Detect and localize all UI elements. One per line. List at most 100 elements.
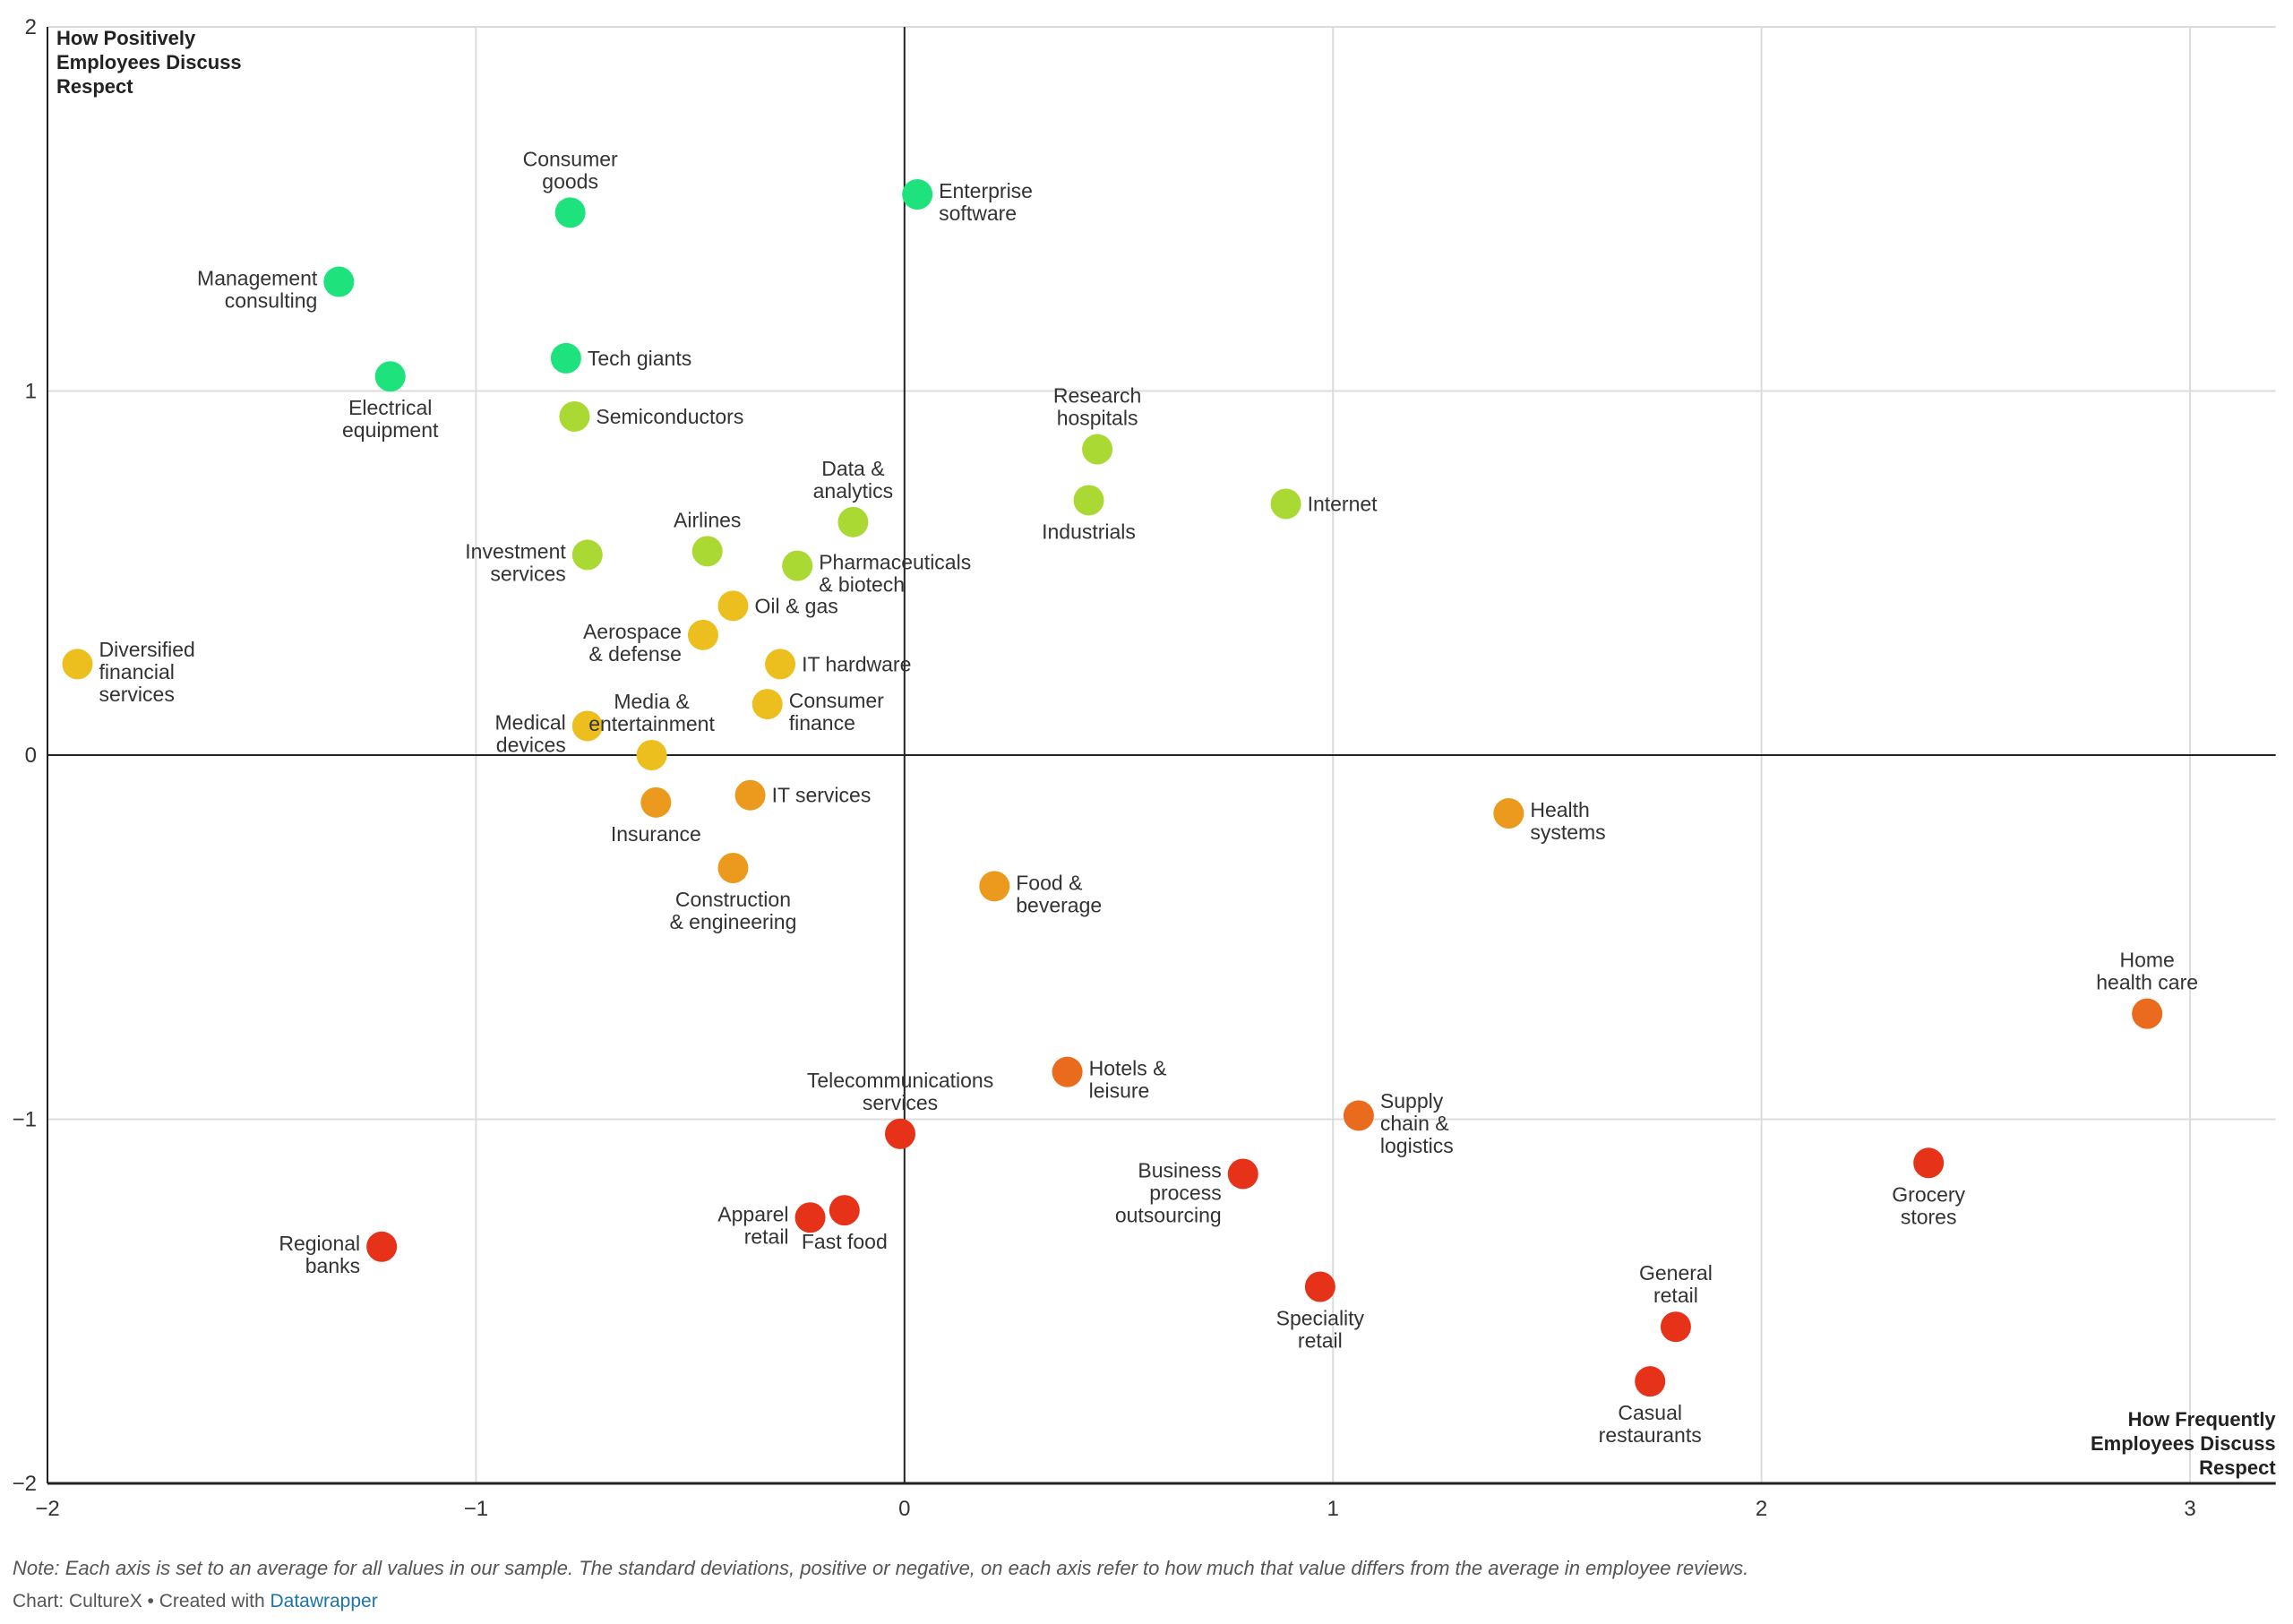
y-axis-title-line: How Positively	[56, 27, 196, 49]
data-point	[782, 550, 813, 581]
point-label-line: process	[1149, 1181, 1222, 1204]
point-label: Semiconductors	[596, 405, 743, 428]
point-label-line: restaurants	[1599, 1423, 1702, 1447]
point-label: Enterprise software	[939, 179, 1033, 225]
point-label: Construction & engineering	[669, 888, 796, 933]
data-point	[550, 342, 581, 374]
data-point	[1270, 488, 1301, 520]
data-point	[1913, 1147, 1945, 1179]
point-label-line: Oil & gas	[754, 594, 837, 617]
datawrapper-link[interactable]: Datawrapper	[270, 1591, 378, 1611]
point-label-line: Research	[1053, 384, 1141, 408]
point-label: Aerospace & defense	[583, 620, 682, 666]
point-label-line: financial	[99, 660, 174, 683]
point-label-line: Management	[197, 267, 318, 290]
point-label-line: Pharmaceuticals	[819, 551, 971, 574]
point-label: Internet	[1308, 493, 1378, 516]
point-label-line: Industrials	[1042, 520, 1136, 543]
point-label: Consumer finance	[789, 689, 884, 735]
x-tick-label: 1	[1327, 1497, 1339, 1521]
data-point	[734, 779, 766, 811]
y-axis-title-line: Employees Discuss	[56, 51, 242, 73]
point-label-line: Consumer	[789, 689, 884, 712]
point-label-line: Data &	[821, 457, 884, 480]
credit-text: Chart: CultureX • Created with	[13, 1591, 271, 1611]
x-tick-label: 2	[1756, 1497, 1767, 1521]
point-label-line: leisure	[1089, 1079, 1150, 1103]
point-label-line: Fast food	[802, 1230, 888, 1253]
point-label-line: Tech giants	[588, 347, 691, 370]
data-point	[687, 619, 718, 650]
data-points	[62, 178, 2163, 1397]
point-label: Medical devices	[495, 710, 566, 756]
x-tick-label: 3	[2184, 1497, 2195, 1521]
point-label-line: services	[490, 562, 565, 585]
data-point	[1082, 434, 1113, 465]
point-label: Hotels & leisure	[1089, 1057, 1167, 1103]
point-label-line: Consumer	[523, 147, 618, 170]
point-label: Speciality retail	[1276, 1306, 1365, 1352]
data-point	[374, 361, 406, 392]
point-label-line: Business	[1138, 1158, 1221, 1181]
point-labels: Consumer goods Enterprise softwareManagemen…	[99, 147, 2198, 1447]
point-label: Research hospitals	[1053, 384, 1141, 430]
point-label-line: Diversified	[99, 638, 194, 661]
point-label: Tech giants	[588, 347, 691, 370]
point-label-line: chain &	[1380, 1112, 1449, 1135]
data-point	[1227, 1158, 1258, 1190]
data-point	[62, 649, 93, 680]
point-label: Food & beverage	[1016, 871, 1102, 916]
point-label: Media & entertainment	[588, 690, 715, 735]
point-label-line: Media &	[614, 690, 689, 713]
x-axis-title: How Frequently Employees Discuss Respect	[2091, 1408, 2276, 1479]
point-label-line: beverage	[1016, 893, 1102, 916]
data-point	[366, 1231, 398, 1262]
data-point	[885, 1118, 916, 1149]
data-point	[571, 539, 603, 571]
data-point	[837, 506, 869, 537]
x-axis-title-line: How Frequently	[2128, 1408, 2277, 1431]
point-label-line: health care	[2096, 971, 2198, 994]
point-label-line: & biotech	[819, 573, 905, 597]
y-tick-label: −2	[13, 1472, 37, 1496]
point-label-line: retail	[1653, 1284, 1698, 1307]
point-label: Fast food	[802, 1230, 888, 1253]
point-label-line: Investment	[465, 539, 566, 563]
x-tick-label: −2	[35, 1497, 59, 1521]
point-label-line: Construction	[675, 888, 791, 911]
data-point	[751, 689, 783, 720]
data-point	[554, 197, 586, 228]
point-label-line: entertainment	[588, 712, 715, 735]
point-label: Business process outsourcing	[1115, 1158, 1222, 1226]
data-point	[1343, 1100, 1374, 1131]
credit-line: Chart: CultureX • Created with Datawrapp…	[13, 1591, 378, 1612]
point-label-line: Internet	[1308, 493, 1378, 516]
point-label-line: software	[939, 202, 1017, 225]
point-label-line: Telecommunications	[807, 1069, 993, 1092]
point-label-line: Airlines	[674, 508, 741, 531]
point-label-line: Electrical	[348, 396, 432, 419]
point-label-line: finance	[789, 711, 855, 735]
point-label: Oil & gas	[754, 594, 837, 617]
y-tick-label: 2	[25, 15, 37, 39]
footnote: Note: Each axis is set to an average for…	[13, 1557, 1749, 1579]
axis-titles: How Positively Employees Discuss RespectHo…	[56, 27, 2276, 1479]
axes	[47, 27, 2276, 1485]
point-label: IT services	[772, 784, 872, 807]
data-point	[691, 536, 723, 567]
point-label: Diversified financial services	[99, 638, 194, 706]
point-label-line: retail	[1298, 1328, 1343, 1352]
data-point	[323, 266, 355, 297]
point-label-line: services	[99, 683, 174, 706]
data-point	[794, 1202, 826, 1233]
point-label: Grocery stores	[1892, 1182, 1965, 1228]
point-label: Data & analytics	[813, 457, 893, 503]
point-label-line: Supply	[1380, 1089, 1444, 1113]
x-tick-label: −1	[464, 1497, 488, 1521]
data-point	[636, 740, 667, 770]
data-point	[1052, 1056, 1083, 1087]
point-label: Pharmaceuticals & biotech	[819, 551, 971, 597]
point-label: Airlines	[674, 508, 741, 531]
data-point	[1635, 1366, 1666, 1397]
